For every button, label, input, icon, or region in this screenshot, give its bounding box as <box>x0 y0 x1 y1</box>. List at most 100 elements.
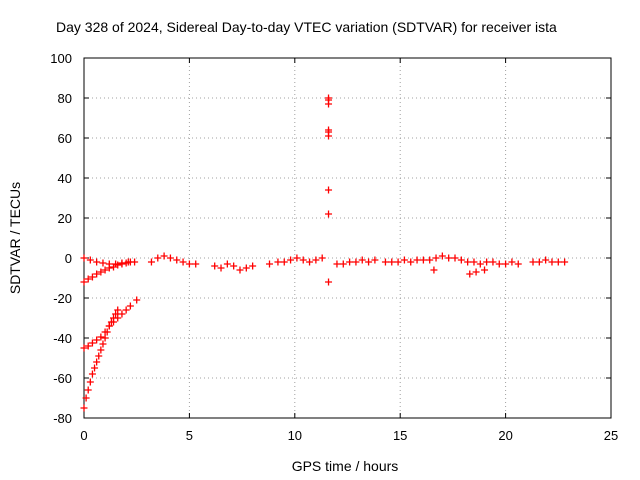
ticks: 0 5 10 15 20 25 -80 -60 -40 -20 0 20 40 60 80 100 <box>50 51 618 443</box>
data-point <box>318 254 326 262</box>
data-point <box>147 258 155 266</box>
data-point <box>430 266 438 274</box>
data-point <box>325 100 333 108</box>
x-tick-label: 20 <box>498 428 512 443</box>
data-point <box>476 260 484 268</box>
x-tick-label: 10 <box>288 428 302 443</box>
data-point <box>325 210 333 218</box>
data-point <box>293 254 301 262</box>
y-tick-label: 0 <box>65 251 72 266</box>
data-point <box>249 262 257 270</box>
data-point <box>101 266 109 274</box>
data-point <box>88 370 96 378</box>
y-tick-label: 100 <box>50 51 72 66</box>
data-point <box>365 258 373 266</box>
data-point <box>80 404 88 412</box>
data-point <box>466 270 474 278</box>
y-tick-label: -60 <box>53 371 72 386</box>
data-point <box>413 256 421 264</box>
data-point <box>426 256 434 264</box>
data-point <box>548 258 556 266</box>
data-point <box>358 256 366 264</box>
data-point <box>481 266 489 274</box>
data-point <box>99 340 107 348</box>
data-point <box>80 278 88 286</box>
data-point <box>325 132 333 140</box>
data-point <box>388 258 396 266</box>
series-isolated <box>430 266 489 278</box>
x-tick-label: 25 <box>604 428 618 443</box>
data-point <box>91 364 99 372</box>
data-point <box>561 258 569 266</box>
data-point <box>400 256 408 264</box>
data-point <box>299 256 307 264</box>
x-tick-label: 15 <box>393 428 407 443</box>
series-branch-1 <box>80 258 134 286</box>
data-point <box>95 352 103 360</box>
data-point <box>99 259 107 267</box>
data-point <box>339 260 347 268</box>
x-axis-label: GPS time / hours <box>292 458 399 474</box>
data-point <box>407 258 415 266</box>
data-point <box>495 260 503 268</box>
y-tick-label: 60 <box>58 131 72 146</box>
data-point <box>97 333 105 341</box>
data-point <box>394 258 402 266</box>
y-tick-label: 40 <box>58 171 72 186</box>
data-point <box>483 258 491 266</box>
data-point <box>470 258 478 266</box>
data-point <box>236 266 244 274</box>
data-point <box>508 258 516 266</box>
data-point <box>280 258 288 266</box>
data-point <box>93 270 101 278</box>
data-point <box>535 258 543 266</box>
data-point <box>211 262 219 270</box>
data-point <box>438 252 446 260</box>
data-point <box>166 254 174 262</box>
series-spike <box>325 94 333 286</box>
data-point <box>80 254 88 262</box>
data-point <box>432 254 440 262</box>
series-branch-2 <box>80 296 141 352</box>
data-point <box>371 256 379 264</box>
data-point <box>80 344 88 352</box>
data-point <box>381 258 389 266</box>
data-point <box>287 256 295 264</box>
data-point <box>223 260 231 268</box>
data-point <box>306 258 314 266</box>
data-point <box>126 302 134 310</box>
data-point <box>502 260 510 268</box>
data-point <box>118 310 126 318</box>
data-point <box>84 342 92 350</box>
data-point <box>185 260 193 268</box>
data-point <box>84 386 92 394</box>
data-point <box>179 258 187 266</box>
data-point <box>122 306 130 314</box>
y-tick-label: -40 <box>53 331 72 346</box>
y-tick-label: -20 <box>53 291 72 306</box>
y-axis-label: SDTVAR / TECUs <box>7 182 23 294</box>
data-point <box>84 275 92 283</box>
x-tick-label: 0 <box>80 428 87 443</box>
plot-frame <box>83 57 612 419</box>
data-point <box>457 256 465 264</box>
data-point <box>266 260 274 268</box>
data-point <box>88 339 96 347</box>
y-tick-label: -80 <box>53 411 72 426</box>
data-point <box>118 260 126 268</box>
data-point <box>154 254 162 262</box>
y-tick-label: 80 <box>58 91 72 106</box>
data-point <box>93 258 101 266</box>
data-point <box>554 258 562 266</box>
data-point <box>86 256 94 264</box>
data-point <box>112 310 120 318</box>
data-point <box>103 328 111 336</box>
data-point <box>472 268 480 276</box>
data-point <box>114 261 122 269</box>
data-point <box>242 264 250 272</box>
data-point <box>325 186 333 194</box>
data-point <box>107 318 115 326</box>
data-point <box>192 260 200 268</box>
data-point <box>93 336 101 344</box>
